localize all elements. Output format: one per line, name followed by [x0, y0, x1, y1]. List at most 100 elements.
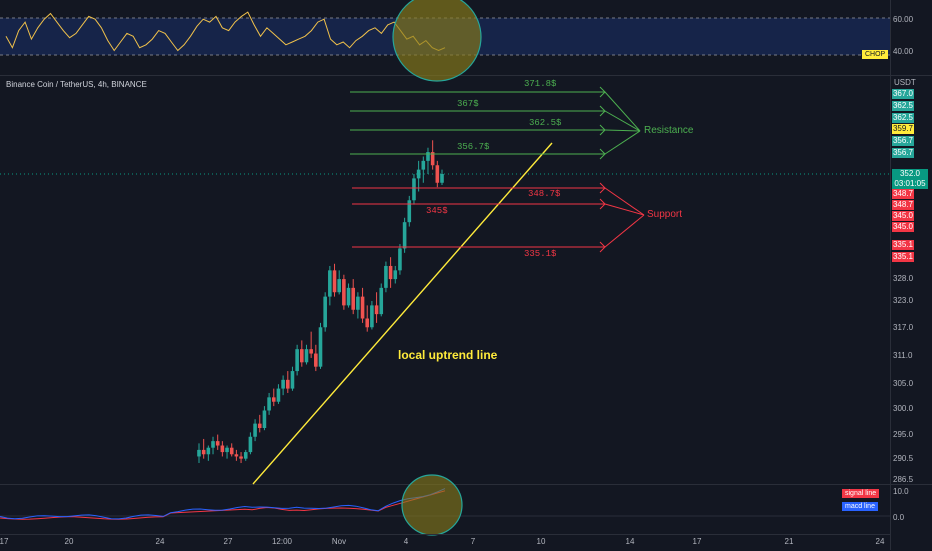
candle-body [384, 265, 388, 288]
resistance-level-label: 367$ [457, 99, 479, 109]
candle-body [412, 178, 416, 201]
resistance-pointer [604, 91, 641, 132]
price-level-tag: 362.5 [892, 101, 914, 111]
candle-body [300, 349, 304, 363]
support-pointer [604, 203, 645, 216]
candle-body [388, 265, 393, 280]
chop-axis-tick: 40.00 [893, 47, 914, 56]
signal-line-legend: signal line [842, 489, 880, 498]
candle-body [197, 449, 201, 457]
support-pointer [604, 187, 645, 216]
candle-body [314, 353, 318, 367]
candle-body [225, 447, 229, 453]
candle-body [393, 270, 398, 280]
chop-highlight-circle [392, 0, 482, 82]
support-pointer [604, 214, 645, 248]
candle-body [243, 452, 248, 459]
chop-axis-tick: 60.00 [893, 15, 914, 24]
candle-body [276, 388, 281, 402]
candle-body [201, 449, 206, 455]
candle-body [407, 200, 412, 223]
candle-body [365, 318, 370, 328]
candle-body [271, 397, 276, 402]
resistance-level-label: 356.7$ [457, 142, 490, 152]
time-axis[interactable] [0, 534, 890, 551]
candle-body [262, 410, 267, 428]
candle-body [253, 423, 257, 437]
candle-body [360, 296, 365, 319]
candle-body [440, 174, 444, 183]
candle-body [309, 349, 313, 354]
time-axis-tick: 17 [0, 537, 9, 546]
macd-axis-tick: 10.0 [893, 487, 909, 496]
resistance-pointer [604, 129, 641, 132]
candle-body [281, 379, 285, 389]
time-axis-tick: 17 [692, 537, 702, 546]
price-axis-tick: 305.0 [893, 379, 914, 388]
resistance-level-label: 371.8$ [524, 79, 557, 89]
candle-body [402, 222, 407, 249]
price-level-tag: 345.0 [892, 222, 914, 232]
support-annotation: Support [647, 209, 683, 220]
candle-body [285, 379, 290, 389]
macd-line-legend: macd line [842, 502, 878, 511]
macd-axis-tick: 0.0 [893, 513, 905, 522]
price-axis-tick: 300.0 [893, 404, 914, 413]
price-level-tag: 356.7 [892, 136, 914, 146]
candle-body [211, 441, 215, 448]
time-axis-tick: 4 [403, 537, 409, 546]
candle-body [351, 287, 356, 310]
candle-body [323, 296, 327, 328]
candle-body [342, 279, 346, 306]
candle-body [318, 327, 323, 367]
candle-body [430, 152, 435, 166]
symbol-title[interactable]: Binance Coin / TetherUS, 4h, BINANCE [6, 80, 147, 89]
candle-body [239, 456, 243, 459]
time-axis-tick: 24 [875, 537, 885, 546]
trend-line-annotation: local uptrend line [398, 348, 498, 362]
candle-body [379, 287, 384, 315]
candle-body [426, 152, 430, 161]
pane-separator[interactable] [0, 75, 932, 76]
current-price: 352.0 [899, 169, 921, 178]
candle-body [257, 423, 262, 428]
candle-body [295, 349, 299, 372]
resistance-pointer [604, 130, 641, 155]
time-axis-tick: 20 [64, 537, 74, 546]
price-level-tag: 348.7 [892, 189, 914, 199]
candle-body [398, 248, 402, 271]
candle-body [435, 165, 440, 183]
time-axis-tick: 21 [784, 537, 794, 546]
candle-body [290, 371, 295, 389]
candle-body [229, 447, 234, 455]
time-axis-tick: 24 [155, 537, 165, 546]
candle-body [220, 445, 225, 453]
candle-body [304, 349, 309, 363]
price-level-tag: 348.7 [892, 200, 914, 210]
macd-line [0, 488, 446, 520]
time-axis-tick: 27 [223, 537, 233, 546]
time-axis-tick: 14 [625, 537, 635, 546]
chop-line [5, 11, 446, 52]
candle-body [248, 436, 253, 453]
price-level-tag: 359.7 [892, 124, 914, 134]
candle-body [234, 454, 239, 457]
resistance-level-label: 362.5$ [529, 118, 562, 128]
price-axis-tick: 311.0 [893, 351, 913, 360]
candle-body [332, 270, 337, 293]
price-axis[interactable] [890, 0, 932, 550]
candle-body [215, 441, 220, 446]
pane-separator[interactable] [0, 484, 932, 485]
candle-body [206, 447, 211, 455]
chop-label-badge: CHOP [862, 50, 889, 59]
signal-line [0, 490, 446, 520]
price-axis-tick: 328.0 [893, 274, 914, 283]
support-level-label: 345$ [426, 206, 448, 216]
price-level-tag: 335.1 [892, 240, 914, 250]
currency-label: USDT [894, 78, 916, 87]
candle-body [337, 279, 341, 293]
time-axis-tick: 10 [536, 537, 546, 546]
price-axis-tick: 317.0 [893, 323, 914, 332]
candle-body [370, 305, 374, 328]
